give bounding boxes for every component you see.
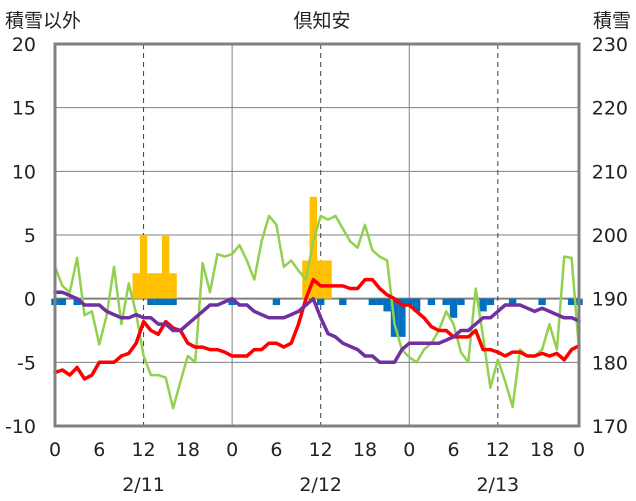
- right-tick-label: 210: [592, 161, 628, 183]
- snow_change-bar: [442, 298, 450, 306]
- date-label: 2/11: [122, 474, 165, 496]
- precipitation-bar: [162, 235, 170, 299]
- x-tick-label: 0: [226, 439, 238, 461]
- snow_change-bar: [169, 298, 177, 306]
- left-tick-label: 5: [24, 225, 36, 247]
- x-tick-label: 6: [270, 439, 282, 461]
- date-label: 2/12: [299, 474, 342, 496]
- precipitation-bar: [132, 273, 140, 299]
- snow_change-bar: [567, 298, 576, 306]
- left-tick-label: 0: [24, 289, 36, 311]
- precipitation-bar: [139, 235, 148, 299]
- snow_change-bar: [383, 298, 391, 312]
- snow_change-bar: [73, 298, 81, 306]
- x-tick-label: 0: [49, 439, 61, 461]
- snow_change-bar: [368, 298, 377, 306]
- date-label: 2/13: [476, 474, 519, 496]
- x-tick-label: 0: [573, 439, 585, 461]
- snow_change-bar: [228, 298, 236, 306]
- x-tick-label: 0: [403, 439, 415, 461]
- left-tick-label: 20: [12, 34, 36, 56]
- precipitation-bar: [154, 273, 163, 299]
- line-series: [53, 214, 581, 410]
- precipitation-bar: [317, 260, 325, 299]
- snow_change-bar: [398, 298, 406, 337]
- snow_change-bar: [412, 298, 421, 312]
- plot-frame: [53, 42, 581, 428]
- snow_change-bar: [457, 298, 465, 306]
- x-tick-label: 18: [176, 439, 200, 461]
- snow_change-bar: [486, 298, 495, 306]
- precipitation-bar: [147, 273, 155, 299]
- snow_change-bar: [405, 298, 413, 306]
- chart-title: 倶知安: [293, 10, 350, 32]
- snow_change-bar: [162, 298, 170, 306]
- snow_change-bar: [58, 298, 67, 306]
- right-tick-label: 220: [592, 98, 628, 120]
- snow_change-bar: [154, 298, 163, 306]
- left-tick-label: -5: [17, 352, 36, 374]
- snow_change-bar: [479, 298, 487, 312]
- x-tick-label: 12: [309, 439, 333, 461]
- humidity-line: [53, 214, 581, 410]
- snow_change-bar: [449, 298, 458, 318]
- left-tick-label: 10: [12, 161, 36, 183]
- snow_depth-line: [53, 290, 581, 365]
- snow_change-bar: [272, 298, 281, 306]
- snow_change-bar: [147, 298, 155, 306]
- snow_change-bar: [339, 298, 347, 306]
- right-axis-label: 積雪: [593, 10, 631, 32]
- precipitation-bar: [169, 273, 177, 299]
- snow_change-bar: [508, 298, 517, 306]
- snow_change-bar: [376, 298, 384, 306]
- left-axis-label: 積雪以外: [5, 10, 81, 32]
- left-tick-label: 15: [12, 98, 36, 120]
- x-tick-label: 18: [530, 439, 554, 461]
- x-tick-label: 18: [353, 439, 377, 461]
- x-tick-label: 12: [131, 439, 155, 461]
- right-tick-label: 170: [592, 416, 628, 438]
- x-tick-label: 6: [447, 439, 459, 461]
- right-tick-label: 230: [592, 34, 628, 56]
- right-tick-label: 200: [592, 225, 628, 247]
- left-tick-label: -10: [5, 416, 36, 438]
- precipitation-bar: [324, 260, 332, 299]
- snow_change-bar: [538, 298, 546, 306]
- right-tick-label: 180: [592, 352, 628, 374]
- snow_change-bar: [317, 298, 325, 306]
- right-tick-label: 190: [592, 289, 628, 311]
- x-tick-label: 6: [93, 439, 105, 461]
- x-tick-label: 12: [486, 439, 510, 461]
- temperature-line: [53, 277, 581, 381]
- snow_change-bar: [427, 298, 436, 306]
